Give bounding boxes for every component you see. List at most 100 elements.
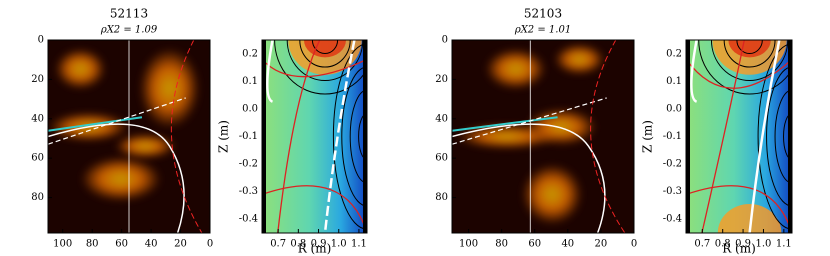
- x-tick-label: 0.8: [290, 239, 306, 250]
- y-tick-label: 80: [435, 192, 448, 203]
- y-tick-label: 0: [38, 35, 44, 46]
- y-tick-label: 80: [31, 192, 44, 203]
- chart-title: 52113: [110, 7, 148, 21]
- red-dash: [170, 40, 203, 233]
- frame: [451, 39, 635, 234]
- contour: [710, 40, 789, 82]
- x-tick-label: 0.8: [715, 239, 731, 250]
- x-tick-label: 0.9: [311, 239, 327, 250]
- separatrix: [701, 40, 745, 233]
- separatrix: [262, 185, 367, 233]
- separatrix: [277, 40, 321, 233]
- x-axis-label: R (m): [298, 242, 332, 256]
- flux-hot: [728, 40, 771, 58]
- plot-area: [452, 40, 634, 233]
- x-tick-label: 60: [528, 239, 541, 250]
- y-tick-label: -0.2: [663, 159, 682, 170]
- y-tick-label: 60: [435, 153, 448, 164]
- y-tick-label: 40: [435, 113, 448, 124]
- x-tick-label: 100: [459, 239, 478, 250]
- x-axis-label: R (m): [722, 242, 756, 256]
- y-tick-label: 20: [435, 74, 448, 85]
- x-tick-label: 40: [145, 239, 158, 250]
- y-tick-label: 60: [31, 153, 44, 164]
- y-tick-label: 0.1: [666, 76, 682, 87]
- contour: [349, 89, 367, 184]
- heatmap-blob: [115, 134, 176, 159]
- y-tick-label: 0.2: [666, 48, 682, 59]
- boundary: [323, 40, 356, 233]
- heatmap-blob: [80, 156, 161, 201]
- chart-subtitle: ρX2 = 1.09: [100, 25, 158, 36]
- x-tick-label: 20: [174, 239, 187, 250]
- boundary: [690, 40, 698, 103]
- x-tick-label: 0.7: [270, 239, 286, 250]
- y-tick-label: 0.2: [242, 48, 258, 59]
- x-tick-label: 1.1: [776, 239, 792, 250]
- contour: [783, 112, 792, 161]
- y-tick-label: -0.3: [663, 186, 682, 197]
- x-tick-label: 0.9: [735, 239, 751, 250]
- y-tick-label: -0.1: [239, 131, 258, 142]
- contour: [274, 40, 367, 95]
- x-tick-label: 40: [561, 239, 574, 250]
- cyan-trace: [452, 116, 558, 132]
- heatmap-blob: [139, 48, 200, 129]
- heatmap-blob: [554, 44, 605, 75]
- contour: [311, 40, 339, 55]
- x-tick-label: 0: [207, 239, 213, 250]
- y-axis-label: Z (m): [641, 120, 655, 153]
- plot-area: [48, 40, 210, 233]
- y-tick-label: 40: [31, 113, 44, 124]
- wall: [788, 40, 792, 233]
- x-tick-label: 80: [86, 239, 99, 250]
- y-tick-label: 20: [31, 74, 44, 85]
- x-tick-label: 1.0: [331, 239, 347, 250]
- plot-area: [262, 40, 367, 233]
- flux-hot: [717, 204, 782, 233]
- y-axis-label: Z (m): [217, 120, 231, 153]
- contour: [698, 40, 792, 95]
- y-tick-label: 0.1: [242, 76, 258, 87]
- chart-subtitle: ρX2 = 1.01: [514, 25, 571, 36]
- contour: [358, 112, 367, 161]
- plot-area: [686, 40, 792, 233]
- contour: [757, 43, 792, 230]
- x-tick-label: 0: [631, 239, 637, 250]
- heatmap-blob: [485, 48, 546, 89]
- y-tick-label: 0: [442, 35, 448, 46]
- y-tick-label: 0.0: [666, 103, 682, 114]
- x-tick-label: 20: [595, 239, 608, 250]
- cyan-trace: [48, 116, 143, 132]
- white-dash: [48, 97, 186, 145]
- wall: [363, 40, 367, 233]
- y-tick-label: 0.0: [242, 103, 258, 114]
- y-tick-label: -0.4: [663, 214, 682, 225]
- chart-title: 52103: [524, 7, 562, 21]
- y-tick-label: -0.1: [663, 131, 682, 142]
- heatmap-blob: [522, 164, 583, 225]
- boundary: [266, 40, 274, 103]
- red-dash: [590, 40, 626, 233]
- contour: [723, 40, 776, 68]
- x-tick-label: 100: [53, 239, 72, 250]
- y-tick-label: -0.2: [239, 159, 258, 170]
- frame: [47, 39, 211, 234]
- boundary: [748, 40, 781, 233]
- x-tick-label: 1.0: [756, 239, 772, 250]
- contour: [286, 40, 364, 82]
- contour: [299, 40, 351, 68]
- y-tick-label: -0.3: [239, 186, 258, 197]
- white-curve: [48, 123, 185, 233]
- x-tick-label: 80: [495, 239, 508, 250]
- contour: [736, 40, 763, 55]
- heatmap-blob: [55, 48, 106, 89]
- y-tick-label: -0.4: [239, 214, 258, 225]
- heatmap-blob: [526, 108, 597, 145]
- white-curve: [452, 123, 606, 233]
- x-tick-label: 1.1: [351, 239, 367, 250]
- x-tick-label: 60: [115, 239, 128, 250]
- x-tick-label: 0.7: [694, 239, 710, 250]
- white-dash: [452, 97, 607, 145]
